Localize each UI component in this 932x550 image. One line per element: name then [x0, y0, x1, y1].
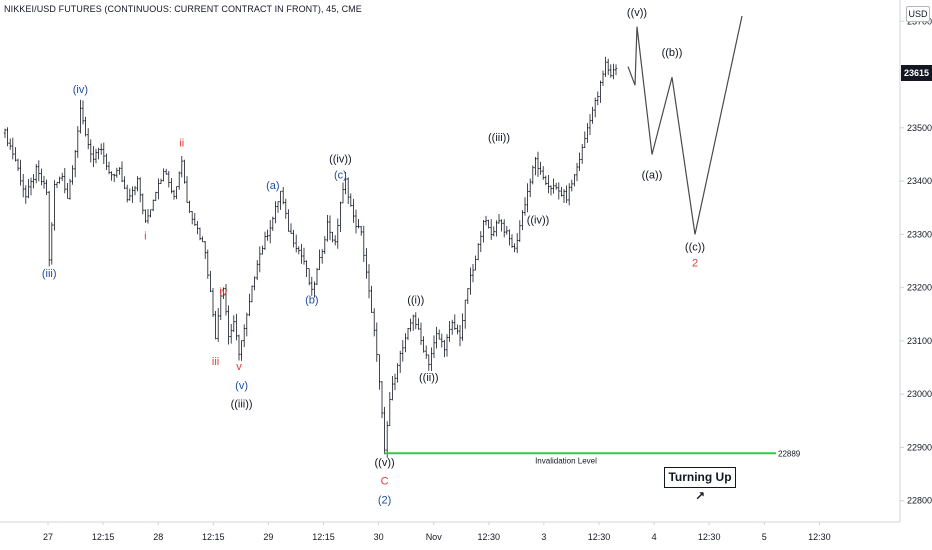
projection-wave-label: 2 — [692, 257, 698, 269]
x-tick-label: 29 — [263, 532, 273, 542]
x-tick-label: 12:30 — [588, 532, 611, 542]
wave-label: (v) — [235, 380, 248, 392]
x-tick-label: 12:30 — [808, 532, 831, 542]
wave-label: (2) — [378, 494, 391, 506]
x-tick-label: 5 — [762, 532, 767, 542]
wave-label: (a) — [266, 180, 279, 192]
projection-wave-label: ((v)) — [627, 7, 647, 19]
wave-label: ((iv)) — [329, 153, 352, 165]
wave-label: iii — [212, 356, 219, 368]
wave-label: ((i)) — [407, 295, 424, 307]
wave-label: v — [236, 361, 242, 373]
invalidation-label: Invalidation Level — [535, 456, 597, 465]
currency-button[interactable]: USD — [906, 6, 930, 22]
y-tick-label: 22900 — [907, 442, 932, 452]
wave-label: ((iii)) — [488, 132, 510, 144]
x-tick-label: 12:30 — [698, 532, 721, 542]
wave-label: i — [144, 231, 146, 243]
x-tick-label: 27 — [43, 532, 53, 542]
y-tick-label: 22800 — [907, 496, 932, 506]
projection-path — [627, 15, 743, 235]
x-tick-label: Nov — [426, 532, 443, 542]
x-tick-label: 28 — [153, 532, 163, 542]
y-tick-label: 23500 — [907, 123, 932, 133]
projection-wave-label: ((c)) — [685, 241, 705, 253]
last-price-tag: 23615 — [901, 65, 932, 81]
wave-label: (c) — [334, 169, 347, 181]
x-tick-label: 12:30 — [478, 532, 501, 542]
x-tick-label: 12:15 — [312, 532, 335, 542]
y-tick-label: 23400 — [907, 176, 932, 186]
wave-label: ((ii)) — [419, 372, 439, 384]
wave-label: ((v)) — [375, 457, 395, 469]
wave-label: (b) — [305, 295, 318, 307]
y-tick-label: 23300 — [907, 229, 932, 239]
wave-label: C — [381, 476, 389, 488]
chart-title: NIKKEI/USD FUTURES (CONTINUOUS: CURRENT … — [4, 4, 362, 14]
projection-wave-label: ((a)) — [642, 169, 663, 181]
wave-label: ii — [179, 137, 184, 149]
y-tick-label: 23000 — [907, 389, 932, 399]
wave-label: (iii) — [42, 268, 57, 280]
x-tick-label: 4 — [652, 532, 657, 542]
x-tick-label: 12:15 — [92, 532, 115, 542]
x-tick-label: 12:15 — [202, 532, 225, 542]
y-tick-label: 23200 — [907, 283, 932, 293]
wave-label: iv — [219, 287, 227, 299]
x-tick-label: 3 — [541, 532, 546, 542]
projection-wave-label: ((b)) — [662, 47, 683, 59]
invalidation-value-label: 22889 — [778, 449, 801, 458]
wave-label: ((iv)) — [527, 215, 550, 227]
y-tick-label: 23100 — [907, 336, 932, 346]
x-tick-label: 30 — [374, 532, 384, 542]
turning-up-badge: Turning Up ↗ — [664, 467, 736, 503]
wave-label: ((iii)) — [231, 398, 253, 410]
wave-label: (iv) — [73, 84, 88, 96]
